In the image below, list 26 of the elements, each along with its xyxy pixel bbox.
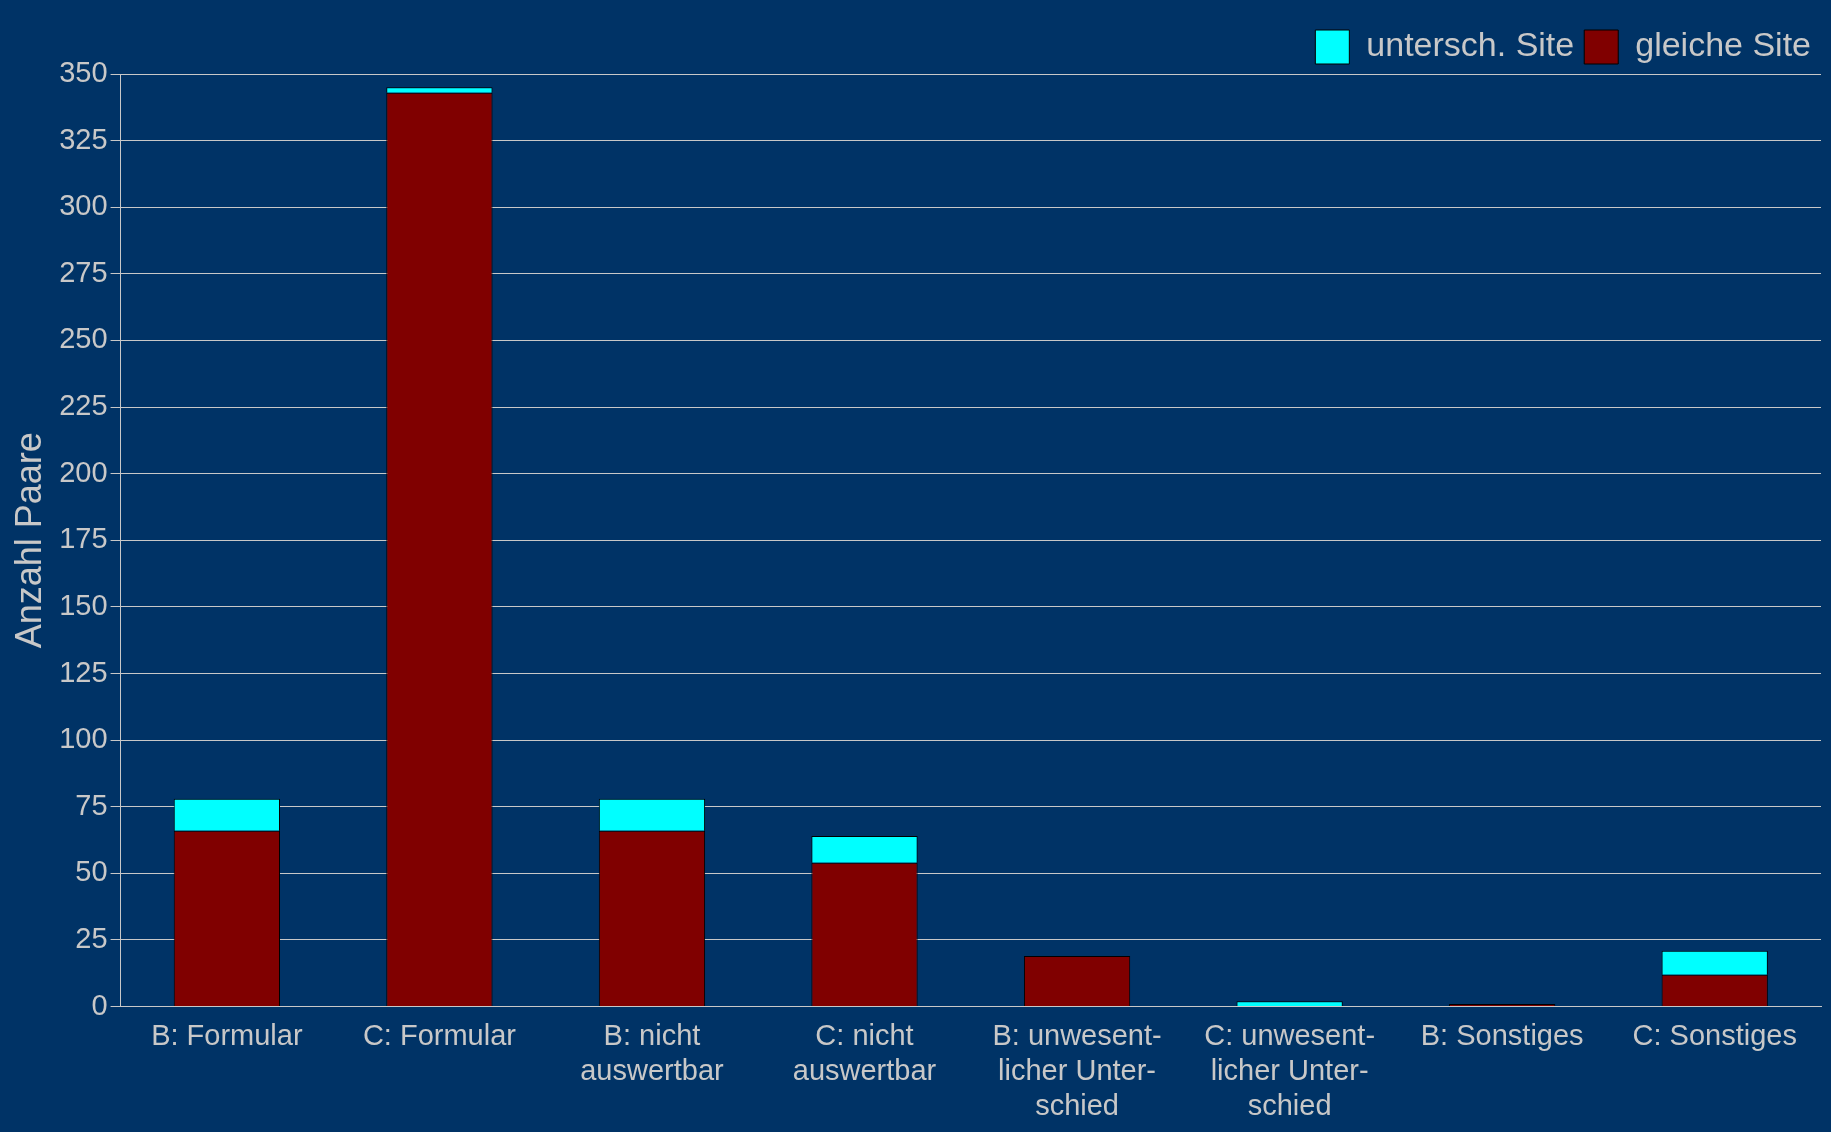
x-tick-label: B: Formular bbox=[151, 1019, 303, 1051]
y-tick-label: 75 bbox=[75, 788, 108, 821]
y-tick-label: 250 bbox=[59, 322, 108, 355]
x-tick-label: B: nicht auswertbar bbox=[580, 1019, 725, 1086]
y-tick-label: 175 bbox=[59, 522, 108, 555]
x-tick-label: C: Formular bbox=[362, 1019, 517, 1051]
x-tick-label: B: unwesent-licher Unter-schied bbox=[992, 1019, 1162, 1121]
y-tick-label: 275 bbox=[59, 255, 108, 288]
x-tick-label: C: unwesent-licher Unter-schied bbox=[1204, 1019, 1376, 1121]
legend-label: untersch. Site bbox=[1366, 25, 1575, 64]
x-tick-label: C: nicht auswertbar bbox=[792, 1019, 937, 1086]
y-tick-label: 200 bbox=[59, 455, 108, 488]
y-tick-label: 225 bbox=[59, 389, 108, 422]
y-tick-label: 325 bbox=[59, 122, 108, 155]
y-tick-label: 0 bbox=[91, 988, 108, 1021]
x-tick-label: C: Sonstiges bbox=[1632, 1019, 1797, 1051]
y-tick-label: 350 bbox=[59, 56, 108, 88]
y-tick-label: 300 bbox=[59, 189, 108, 222]
y-tick-label: 150 bbox=[59, 588, 108, 621]
x-tick-label: B: Sonstiges bbox=[1420, 1019, 1584, 1051]
y-axis-title: Anzahl Paare bbox=[7, 432, 49, 649]
legend-label: gleiche Site bbox=[1635, 25, 1811, 64]
y-tick-label: 25 bbox=[75, 921, 108, 954]
y-tick-label: 100 bbox=[59, 722, 108, 755]
y-tick-label: 125 bbox=[59, 655, 108, 688]
y-tick-label: 50 bbox=[75, 855, 108, 888]
